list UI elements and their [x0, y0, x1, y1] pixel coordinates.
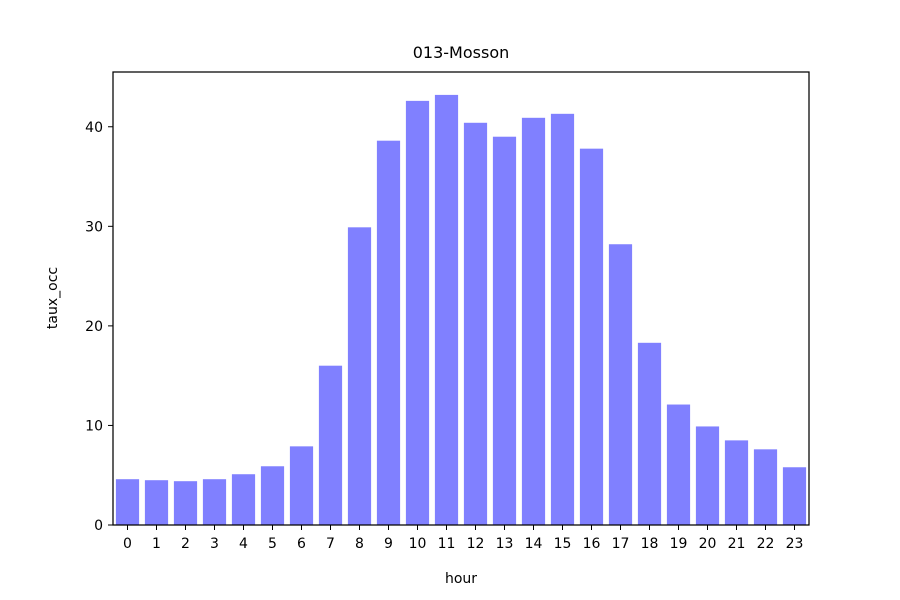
x-tick-label: 2 — [181, 536, 190, 552]
x-tick-label: 21 — [728, 536, 746, 552]
bar-hour-10 — [405, 100, 430, 526]
plot-frame — [112, 71, 810, 526]
bar-hour-16 — [579, 148, 604, 525]
x-tick-label: 10 — [409, 536, 427, 552]
bar-hour-8 — [347, 227, 372, 525]
bar-hour-0 — [115, 479, 140, 525]
y-tick-label: 10 — [85, 418, 103, 434]
bar-hour-7 — [318, 365, 343, 525]
bar-hour-3 — [202, 479, 227, 525]
bar-hour-4 — [231, 474, 256, 525]
x-tick-label: 13 — [496, 536, 514, 552]
x-tick-label: 9 — [384, 536, 393, 552]
x-tick-label: 22 — [757, 536, 775, 552]
bar-hour-22 — [753, 449, 778, 525]
x-tick-label: 15 — [554, 536, 572, 552]
y-tick-label: 30 — [85, 219, 103, 235]
x-tick-label: 20 — [699, 536, 717, 552]
bar-hour-1 — [144, 480, 169, 525]
bar-hour-11 — [434, 94, 459, 526]
bar-hour-21 — [724, 440, 749, 525]
y-tick-label: 40 — [85, 120, 103, 136]
y-tick-label: 0 — [94, 518, 103, 534]
x-tick-label: 12 — [467, 536, 485, 552]
bar-hour-13 — [492, 136, 517, 525]
bar-hour-18 — [637, 342, 662, 525]
bar-hour-17 — [608, 244, 633, 526]
y-tick-label: 20 — [85, 319, 103, 335]
x-tick-label: 14 — [525, 536, 543, 552]
bars-group — [115, 94, 807, 526]
chart-title: 013-Mosson — [413, 43, 510, 62]
x-tick-label: 17 — [612, 536, 630, 552]
x-tick-label: 16 — [583, 536, 601, 552]
bar-hour-12 — [463, 122, 488, 525]
x-tick-label: 3 — [210, 536, 219, 552]
bar-hour-6 — [289, 446, 314, 525]
x-axis-label: hour — [445, 571, 477, 587]
y-axis-ticks: 0 10 20 30 40 — [85, 120, 113, 534]
x-tick-label: 8 — [355, 536, 364, 552]
y-axis-label: taux_occ — [45, 267, 61, 329]
bar-hour-5 — [260, 466, 285, 525]
bar-hour-15 — [550, 113, 575, 525]
bar-hour-9 — [376, 140, 401, 525]
x-tick-label: 5 — [268, 536, 277, 552]
bar-hour-20 — [695, 426, 720, 525]
bar-hour-23 — [782, 467, 807, 525]
x-tick-label: 23 — [786, 536, 804, 552]
x-tick-label: 6 — [297, 536, 306, 552]
x-tick-label: 7 — [326, 536, 335, 552]
x-tick-label: 0 — [123, 536, 132, 552]
x-axis-ticks: 0 1 2 3 4 5 6 7 8 9 10 11 12 13 14 15 16 17 18 19 20 21 22 23 — [123, 525, 803, 552]
x-tick-label: 19 — [670, 536, 688, 552]
x-tick-label: 1 — [152, 536, 161, 552]
x-tick-label: 18 — [641, 536, 659, 552]
bar-hour-19 — [666, 404, 691, 525]
bar-hour-14 — [521, 117, 546, 526]
bar-hour-2 — [173, 481, 198, 525]
x-tick-label: 11 — [438, 536, 456, 552]
x-tick-label: 4 — [239, 536, 248, 552]
